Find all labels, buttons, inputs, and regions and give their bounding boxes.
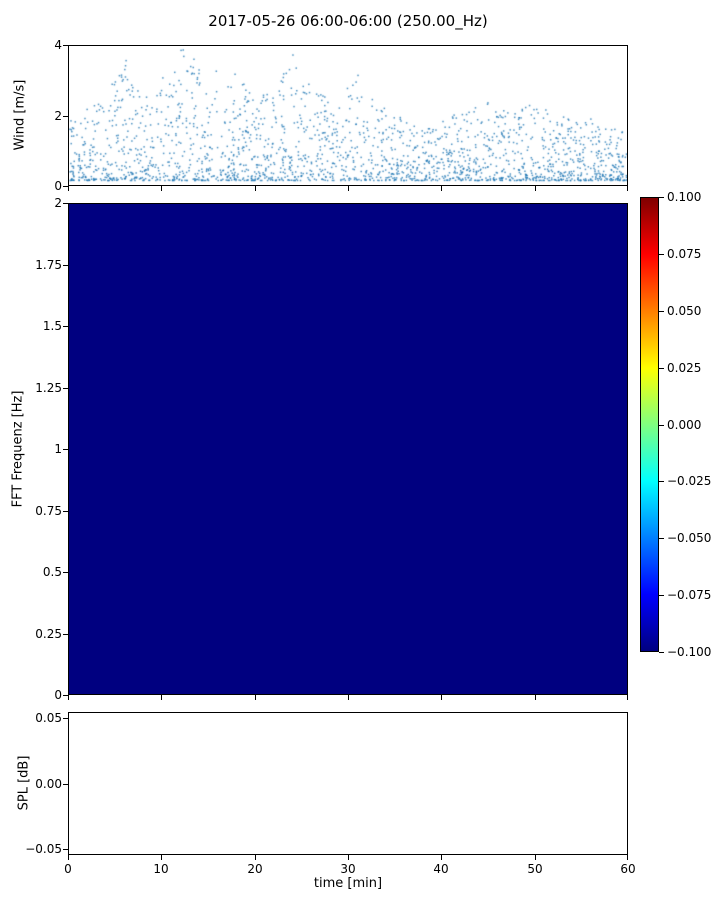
y-tick-label: 1.25 [35, 381, 62, 395]
colorbar-tick-label: 0.000 [667, 418, 702, 432]
spectrogram-plot [68, 203, 628, 695]
x-tick-mark [161, 186, 162, 191]
tick-mark [63, 326, 68, 327]
x-tick-mark [68, 855, 69, 860]
x-tick-mark [441, 695, 442, 700]
y-tick-label: −0.05 [25, 842, 62, 856]
x-tick-label: 60 [620, 862, 636, 876]
colorbar-tick-mark [659, 311, 664, 312]
tick-mark [63, 695, 68, 696]
wind-scatter-plot [68, 45, 628, 186]
figure-title: 2017-05-26 06:00-06:00 (250.00_Hz) [208, 12, 488, 30]
tick-mark [63, 116, 68, 117]
y-tick-label: 2 [54, 109, 62, 123]
y-tick-label: 4 [54, 38, 62, 52]
colorbar-tick-mark [659, 254, 664, 255]
colorbar-tick-label: −0.025 [667, 474, 712, 488]
tick-mark [63, 449, 68, 450]
y-tick-label: 2 [54, 196, 62, 210]
colorbar-tick-label: 0.100 [667, 190, 702, 204]
colorbar-tick-mark [659, 538, 664, 539]
x-tick-label: 40 [433, 862, 449, 876]
x-tick-mark [255, 855, 256, 860]
colorbar-tick-mark [659, 481, 664, 482]
x-tick-mark [255, 186, 256, 191]
x-tick-mark [441, 186, 442, 191]
colorbar-tick-mark [659, 368, 664, 369]
y-tick-label: 0.75 [35, 504, 62, 518]
y-tick-label: 1 [54, 442, 62, 456]
x-tick-mark [441, 855, 442, 860]
tick-mark [63, 265, 68, 266]
x-tick-mark [68, 186, 69, 191]
colorbar-tick-mark [659, 425, 664, 426]
colorbar [640, 197, 659, 652]
tick-mark [63, 784, 68, 785]
tick-mark [63, 634, 68, 635]
wind-scatter-canvas [69, 46, 627, 185]
tick-mark [63, 45, 68, 46]
colorbar-tick-label: 0.025 [667, 361, 702, 375]
tick-mark [63, 388, 68, 389]
y-tick-label: 1.5 [42, 319, 62, 333]
colorbar-tick-label: −0.075 [667, 588, 712, 602]
colorbar-tick-mark [659, 595, 664, 596]
y-tick-label: 0 [54, 688, 62, 702]
x-tick-mark [627, 186, 628, 191]
x-tick-mark [348, 695, 349, 700]
y-tick-label: 0 [54, 179, 62, 193]
tick-mark [63, 572, 68, 573]
colorbar-tick-label: 0.075 [667, 247, 702, 261]
x-tick-mark [68, 695, 69, 700]
x-tick-mark [627, 855, 628, 860]
colorbar-tick-label: 0.050 [667, 304, 702, 318]
colorbar-tick-mark [659, 197, 664, 198]
x-tick-mark [535, 695, 536, 700]
colorbar-tick-label: −0.100 [667, 645, 712, 659]
tick-mark [63, 203, 68, 204]
y-tick-label: 1.75 [35, 258, 62, 272]
x-tick-mark [535, 186, 536, 191]
y-tick-label: 0.5 [42, 565, 62, 579]
x-tick-mark [627, 695, 628, 700]
colorbar-tick-mark [659, 652, 664, 653]
x-tick-label: 50 [527, 862, 543, 876]
y-tick-label: 0.00 [35, 777, 62, 791]
colorbar-tick-label: −0.050 [667, 531, 712, 545]
y-tick-label: 0.05 [35, 711, 62, 725]
x-tick-mark [348, 855, 349, 860]
y-tick-label: 0.25 [35, 627, 62, 641]
x-tick-mark [255, 695, 256, 700]
spl-plot [68, 712, 628, 855]
tick-mark [63, 849, 68, 850]
x-tick-mark [161, 855, 162, 860]
x-tick-mark [348, 186, 349, 191]
tick-mark [63, 186, 68, 187]
x-tick-mark [535, 855, 536, 860]
x-tick-mark [161, 695, 162, 700]
tick-mark [63, 718, 68, 719]
x-axis-label: time [min] [313, 876, 383, 891]
x-tick-label: 0 [64, 862, 72, 876]
x-tick-label: 20 [247, 862, 263, 876]
tick-mark [63, 511, 68, 512]
x-tick-label: 10 [153, 862, 169, 876]
x-tick-label: 30 [340, 862, 356, 876]
